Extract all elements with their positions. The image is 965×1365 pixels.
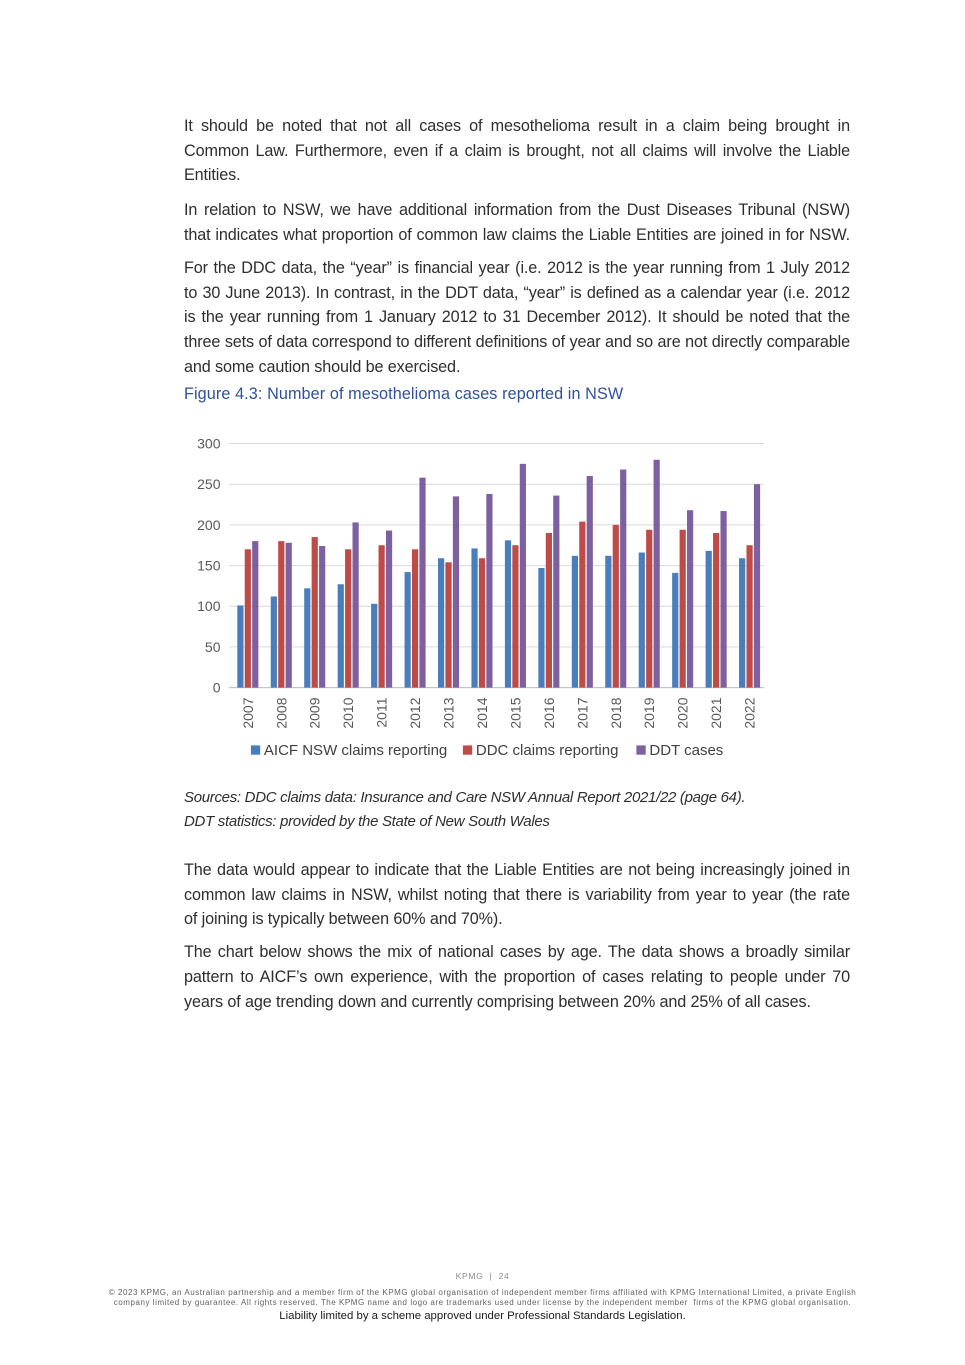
svg-text:2012: 2012: [407, 697, 423, 728]
svg-text:100: 100: [197, 598, 221, 614]
svg-text:2015: 2015: [507, 697, 523, 728]
svg-text:50: 50: [205, 639, 221, 655]
svg-text:2014: 2014: [474, 697, 490, 728]
svg-text:2013: 2013: [441, 697, 457, 728]
svg-text:2021: 2021: [708, 697, 724, 728]
svg-text:2009: 2009: [307, 697, 323, 728]
svg-text:150: 150: [197, 558, 221, 574]
svg-text:2017: 2017: [574, 697, 590, 728]
svg-text:2022: 2022: [742, 697, 758, 728]
svg-text:2020: 2020: [675, 697, 691, 728]
svg-text:2016: 2016: [541, 697, 557, 728]
svg-text:2019: 2019: [641, 697, 657, 728]
svg-text:250: 250: [197, 476, 221, 492]
svg-text:2011: 2011: [374, 697, 390, 727]
svg-text:2018: 2018: [608, 697, 624, 728]
svg-text:DDC claims reporting: DDC claims reporting: [476, 742, 619, 759]
svg-text:DDT cases: DDT cases: [649, 742, 723, 759]
svg-text:0: 0: [213, 680, 221, 696]
svg-text:200: 200: [197, 517, 221, 533]
svg-text:2008: 2008: [273, 697, 289, 728]
svg-text:AICF NSW claims reporting: AICF NSW claims reporting: [264, 742, 447, 759]
svg-text:300: 300: [197, 436, 221, 452]
svg-text:2010: 2010: [340, 697, 356, 728]
svg-text:2007: 2007: [240, 697, 256, 728]
